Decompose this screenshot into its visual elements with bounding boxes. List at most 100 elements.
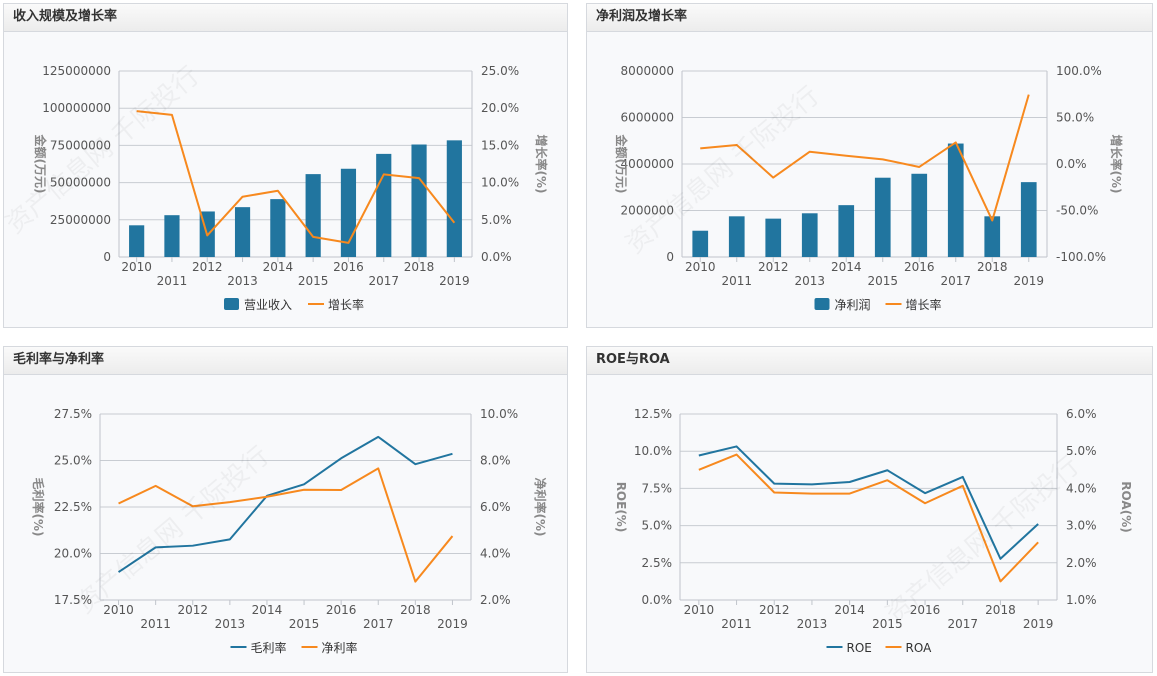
chart-margins: 17.5% 20.0% 22.5% 25.0% 27.5% 2.0% 4.0% 6.0% 8.0… <box>31 407 548 655</box>
x-tick-label: 2013 <box>794 274 825 288</box>
x-tick-label: 2015 <box>289 617 320 631</box>
series-line <box>117 435 453 573</box>
y-tick-label-left: 0 <box>666 250 674 264</box>
y-tick-label-right: 0.0% <box>1056 157 1087 171</box>
x-tick-label: 2014 <box>263 260 294 274</box>
panel-revenue: 收入规模及增长率 0 25000000 50000000 75000000 100000… <box>3 3 568 328</box>
y-tick-label-left: 17.5% <box>54 593 92 607</box>
legend-label: 营业收入 <box>244 298 292 312</box>
y-tick-label-right: 4.0% <box>480 547 511 561</box>
x-tick-label: 2011 <box>140 617 171 631</box>
y-axis-title-right: 净利率(%) <box>533 478 548 537</box>
x-tick-label: 2014 <box>252 603 283 617</box>
legend-item[interactable]: ROE <box>826 641 872 655</box>
y-tick-label-right: -50.0% <box>1056 204 1098 218</box>
y-tick-label-right: 15.0% <box>481 138 519 152</box>
legend-label: ROA <box>906 641 933 655</box>
legend-item[interactable]: 净利润 <box>814 298 871 312</box>
y-tick-label-left: 50000000 <box>50 176 111 190</box>
x-tick-label: 2017 <box>940 274 971 288</box>
y-tick-label-right: 8.0% <box>480 454 511 468</box>
x-tick-label: 2012 <box>758 260 789 274</box>
x-tick-label: 2019 <box>437 617 468 631</box>
legend-item[interactable]: 毛利率 <box>230 640 287 655</box>
legend-item[interactable]: 净利率 <box>301 640 358 655</box>
bar <box>270 199 286 257</box>
series-line <box>698 453 1039 583</box>
y-tick-label-right: 6.0% <box>1066 407 1097 421</box>
y-axis-title-left: 金额(万元) <box>614 134 629 194</box>
y-axis-title-right: ROA(%) <box>1119 481 1133 532</box>
legend-item[interactable]: 营业收入 <box>224 298 292 312</box>
x-tick-label: 2011 <box>721 274 752 288</box>
y-tick-label-right: 1.0% <box>1066 593 1097 607</box>
legend-label: 毛利率 <box>251 640 287 655</box>
x-tick-label: 2010 <box>685 260 716 274</box>
x-tick-label: 2013 <box>797 617 828 631</box>
series-line <box>700 94 1030 222</box>
y-tick-label-right: 6.0% <box>480 500 511 514</box>
legend-label: 净利润 <box>835 298 871 312</box>
bar <box>129 225 145 257</box>
y-tick-label-right: 20.0% <box>481 101 519 115</box>
legend-label: 增长率 <box>328 297 364 312</box>
chart-revenue: 0 25000000 50000000 75000000 100000000 125000… <box>33 64 549 312</box>
series-line <box>136 110 456 244</box>
bar <box>305 174 321 257</box>
x-tick-label: 2016 <box>904 260 935 274</box>
bar <box>947 143 964 257</box>
bar <box>1020 182 1037 257</box>
y-tick-label-right: -100.0% <box>1056 250 1106 264</box>
bar <box>376 153 392 257</box>
bar <box>728 216 745 257</box>
panel-margins: 毛利率与净利率 17.5% 20.0% 22.5% 25.0% 27.5% 2.0% 4.0… <box>3 346 568 673</box>
legend-item[interactable]: 增长率 <box>885 297 942 312</box>
x-tick-label: 2018 <box>977 260 1008 274</box>
y-tick-label-right: 2.0% <box>480 593 511 607</box>
y-axis-title-left: 毛利率(%) <box>31 478 46 537</box>
legend-item[interactable]: 增长率 <box>308 297 364 312</box>
panel-roe-roa: ROE与ROA 0.0% 2.5% 5.0% 7.5% 10.0% 12.5% 1.0% 2.… <box>586 346 1153 673</box>
x-tick-label: 2016 <box>333 260 364 274</box>
series-line <box>698 445 1039 560</box>
x-tick-label: 2018 <box>985 603 1016 617</box>
chart-roe-roa: 0.0% 2.5% 5.0% 7.5% 10.0% 12.5% 1.0% 2.0% 3.0% 4.… <box>614 407 1133 655</box>
x-tick-label: 2012 <box>192 260 223 274</box>
y-tick-label-right: 3.0% <box>1066 519 1097 533</box>
x-tick-label: 2016 <box>326 603 357 617</box>
y-tick-label-right: 100.0% <box>1056 64 1102 78</box>
y-axis-title-right: 增长率(%) <box>1109 135 1124 194</box>
bar <box>984 216 1001 257</box>
legend-item[interactable]: ROA <box>885 641 933 655</box>
x-tick-label: 2017 <box>368 274 399 288</box>
y-tick-label-left: 2.5% <box>642 556 673 570</box>
bar <box>765 218 782 257</box>
x-tick-label: 2019 <box>1013 274 1044 288</box>
x-tick-label: 2015 <box>867 274 898 288</box>
bar <box>801 213 818 257</box>
y-tick-label-left: 125000000 <box>42 64 111 78</box>
bar <box>164 215 180 257</box>
x-tick-label: 2014 <box>831 260 862 274</box>
bar <box>838 205 855 257</box>
x-tick-label: 2015 <box>298 274 329 288</box>
y-tick-label-left: 7.5% <box>642 481 673 495</box>
y-tick-label-right: 0.0% <box>481 250 512 264</box>
panel-title: ROE与ROA <box>587 347 1152 375</box>
y-tick-label-right: 4.0% <box>1066 481 1097 495</box>
panel-title: 收入规模及增长率 <box>4 4 567 32</box>
x-tick-label: 2012 <box>177 603 208 617</box>
y-tick-label-left: 5.0% <box>642 519 673 533</box>
y-tick-label-left: 22.5% <box>54 500 92 514</box>
legend-label: 净利率 <box>322 640 358 655</box>
x-tick-label: 2018 <box>404 260 435 274</box>
panel-net-profit: 净利润及增长率 0 2000000 4000000 6000000 8000000 -10… <box>586 3 1153 328</box>
y-tick-label-left: 27.5% <box>54 407 92 421</box>
x-tick-label: 2017 <box>947 617 978 631</box>
panel-title: 毛利率与净利率 <box>4 347 567 375</box>
y-tick-label-left: 8000000 <box>621 64 674 78</box>
y-tick-label-right: 50.0% <box>1056 111 1094 125</box>
y-tick-label-left: 0.0% <box>642 593 673 607</box>
y-tick-label-right: 5.0% <box>481 213 512 227</box>
x-tick-label: 2019 <box>439 274 470 288</box>
